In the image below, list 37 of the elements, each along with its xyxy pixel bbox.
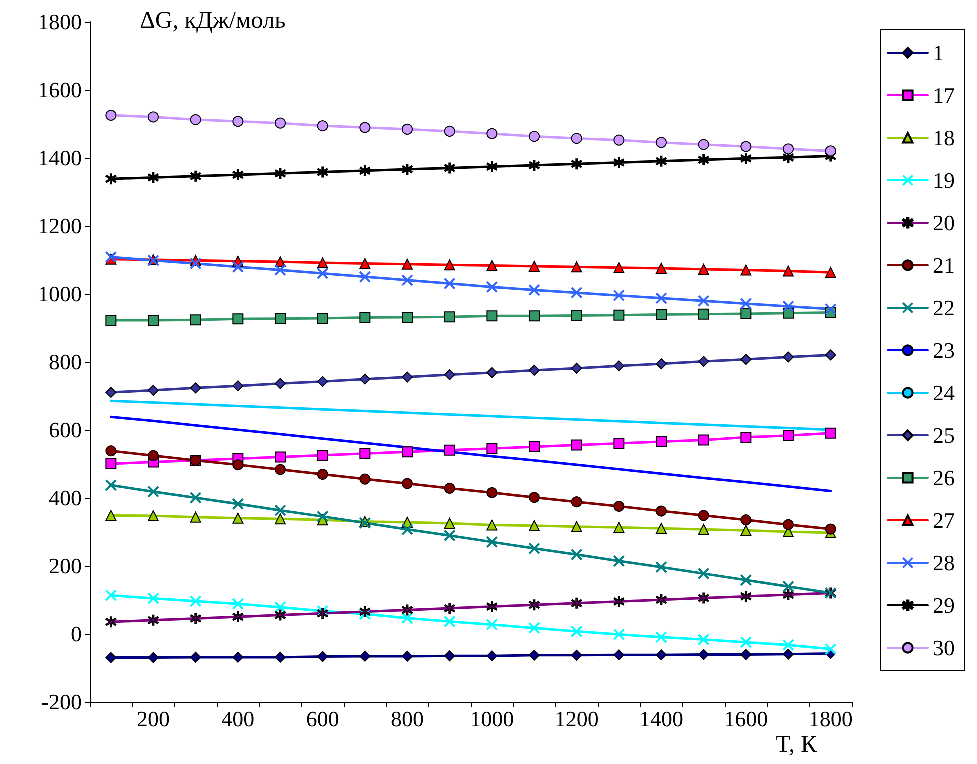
legend-label: 18 — [933, 126, 955, 150]
legend-label: 21 — [933, 253, 955, 278]
x-tick-label: 1600 — [724, 706, 768, 732]
x-tick-label: 1200 — [554, 706, 599, 732]
legend-label: 24 — [933, 380, 955, 406]
y-tick-label: 200 — [49, 554, 82, 578]
y-tick-label: 1600 — [38, 78, 82, 102]
x-tick-label: 200 — [137, 706, 170, 732]
y-tick-label: 0 — [71, 622, 82, 646]
x-tick-label: 400 — [222, 706, 255, 732]
x-axis-title: T, К — [776, 732, 818, 758]
y-tick-label: -200 — [42, 690, 82, 714]
y-axis-title: ΔG, кДж/моль — [140, 8, 286, 34]
x-tick-label: 1400 — [640, 706, 684, 732]
legend-label: 1 — [933, 40, 944, 66]
legend-label: 23 — [933, 338, 955, 363]
x-tick-label: 600 — [306, 706, 340, 732]
legend-label: 25 — [933, 423, 955, 448]
y-tick-label: 600 — [49, 418, 82, 442]
y-tick-label: 800 — [49, 350, 82, 374]
legend-label: 26 — [933, 466, 955, 490]
y-tick-label: 400 — [49, 486, 82, 510]
y-tick-label: 1400 — [38, 146, 82, 170]
x-tick-label: 1000 — [470, 706, 514, 732]
legend-label: 22 — [933, 296, 955, 320]
x-tick-label: 800 — [391, 706, 424, 732]
y-tick-label: 1800 — [38, 10, 82, 34]
x-tick-label: 1800 — [808, 706, 853, 732]
legend-label: 20 — [933, 210, 955, 236]
legend-label: 17 — [933, 83, 955, 108]
y-tick-label: 1000 — [38, 282, 82, 306]
legend-label: 28 — [933, 550, 955, 576]
legend-label: 30 — [933, 636, 955, 660]
legend-label: 19 — [933, 168, 955, 193]
y-tick-label: 1200 — [38, 214, 82, 238]
legend-label: 27 — [933, 508, 955, 533]
legend-label: 29 — [933, 593, 955, 618]
